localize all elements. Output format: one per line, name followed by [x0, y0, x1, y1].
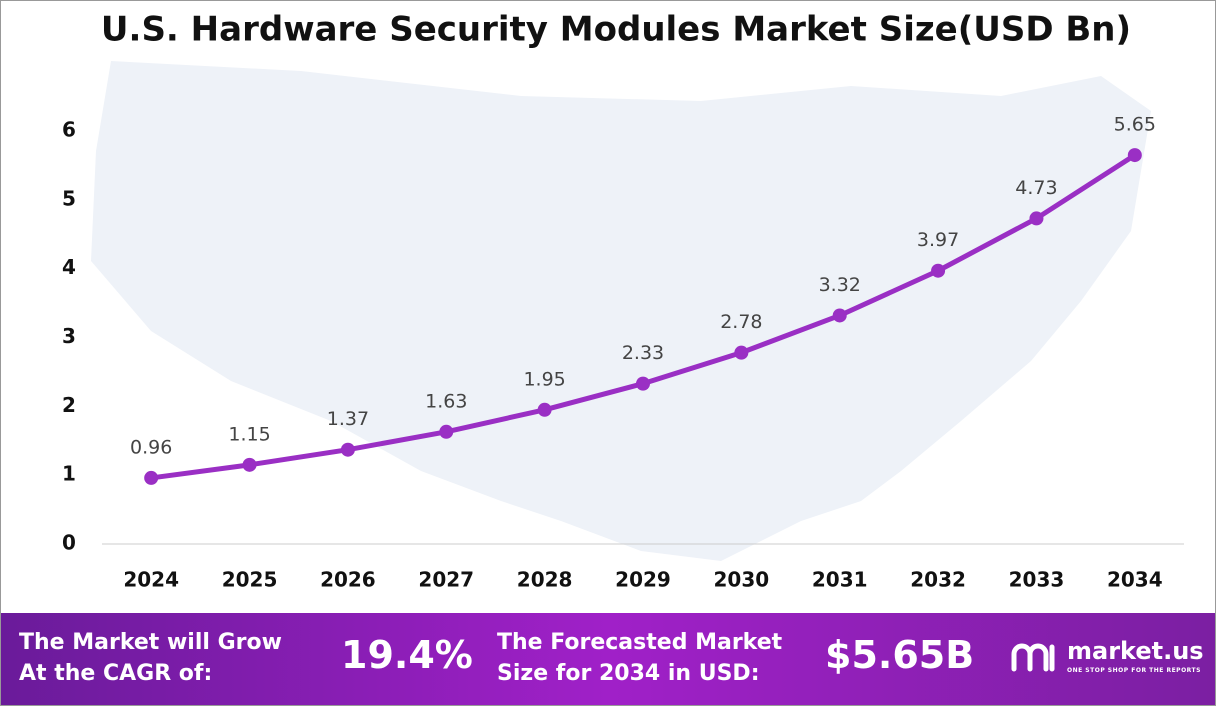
x-tick-label: 2033: [1009, 568, 1065, 592]
cagr-text: The Market will Grow At the CAGR of:: [19, 630, 282, 686]
x-tick-label: 2034: [1107, 568, 1163, 592]
y-tick-label: 4: [62, 255, 76, 279]
y-tick-label: 0: [62, 531, 76, 555]
brand-logo: [1011, 643, 1055, 672]
forecast-value: $5.65B: [825, 633, 975, 677]
point: [340, 442, 355, 457]
forecast-text: The Forecasted Market Size for 2034 in U…: [497, 630, 783, 686]
x-tick-label: 2030: [714, 568, 770, 592]
x-tick-label: 2024: [123, 568, 179, 592]
data-label: 5.65: [1114, 114, 1156, 136]
brand: market.us: [1067, 637, 1204, 665]
point: [931, 263, 946, 278]
data-label: 4.73: [1015, 177, 1057, 199]
x-tick-label: 2027: [418, 568, 474, 592]
point: [439, 424, 454, 439]
data-label: 1.63: [425, 390, 467, 412]
y-tick-label: 5: [62, 186, 76, 210]
x-tick-label: 2032: [910, 568, 966, 592]
point: [832, 308, 847, 323]
data-label: 1.37: [327, 408, 369, 430]
y-tick-label: 3: [62, 324, 76, 348]
cagr-value: 19.4%: [341, 633, 473, 677]
footer: The Market will Grow At the CAGR of: 19.…: [1, 613, 1215, 705]
tagline: ONE STOP SHOP FOR THE REPORTS: [1067, 667, 1201, 674]
data-label: 0.96: [130, 436, 172, 458]
x-tick-label: 2025: [222, 568, 278, 592]
data-label: 3.32: [819, 274, 861, 296]
y-tick-label: 2: [62, 393, 76, 417]
x-tick-label: 2029: [615, 568, 671, 592]
y-tick-label: 1: [62, 462, 76, 486]
point: [1127, 148, 1142, 163]
y-tick-label: 6: [62, 118, 76, 142]
point: [242, 457, 257, 472]
data-label: 3.97: [917, 229, 959, 251]
chart: U.S. Hardware Security Modules Market Si…: [62, 10, 1184, 592]
data-label: 2.78: [720, 311, 762, 333]
data-label: 2.33: [622, 342, 664, 364]
data-label: 1.15: [228, 423, 270, 445]
data-label: 1.95: [523, 368, 565, 390]
chart-title: U.S. Hardware Security Modules Market Si…: [101, 10, 1131, 50]
point: [144, 470, 159, 485]
point: [636, 376, 650, 391]
point: [734, 345, 749, 360]
point: [1029, 211, 1044, 226]
point: [537, 402, 552, 417]
x-tick-label: 2031: [812, 568, 868, 592]
map-background: [91, 61, 1151, 561]
x-tick-label: 2026: [320, 568, 376, 592]
x-tick-label: 2028: [517, 568, 573, 592]
